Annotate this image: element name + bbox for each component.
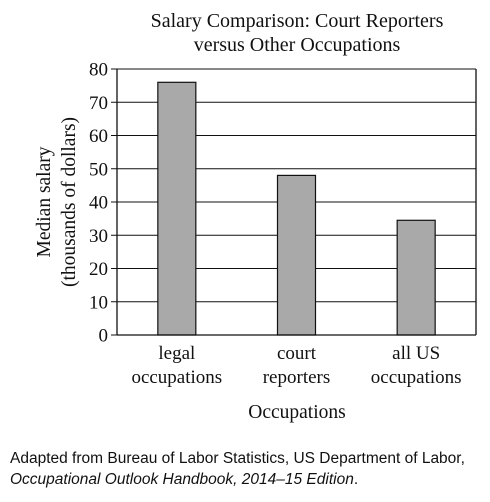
x-tick-label-2-2: occupations	[371, 367, 462, 388]
bar-0	[157, 81, 197, 336]
x-tick-label-1-2: reporters	[263, 367, 331, 388]
y-tick-label-50: 50	[89, 159, 108, 180]
source-note: Adapted from Bureau of Labor Statistics,…	[10, 448, 485, 490]
chart-title-line-1: Salary Comparison: Court Reporters	[151, 10, 444, 32]
y-axis-title-line-1: Median salary	[34, 146, 55, 257]
x-tick-label-0-2: occupations	[131, 367, 222, 388]
y-tick-label-0: 0	[99, 326, 109, 347]
bar-1	[276, 174, 317, 336]
x-tick-label-1-1: court	[277, 343, 317, 364]
source-publication: Occupational Outlook Handbook, 2014–15 E…	[10, 471, 354, 488]
x-tick-label-0-1: legal	[158, 343, 195, 364]
y-tick-label-40: 40	[89, 193, 108, 214]
source-line-1: Adapted from Bureau of Labor Statistics,…	[10, 450, 465, 467]
y-tick-label-60: 60	[89, 126, 108, 147]
y-tick-label-30: 30	[89, 226, 108, 247]
x-tick-label-2-1: all US	[392, 343, 440, 364]
chart-title-line-2: versus Other Occupations	[194, 34, 401, 56]
y-tick-label-20: 20	[89, 259, 108, 280]
x-axis-title: Occupations	[248, 402, 345, 423]
y-tick-label-10: 10	[89, 292, 108, 313]
source-line-2: Occupational Outlook Handbook, 2014–15 E…	[10, 469, 485, 490]
chart-canvas: Salary Comparison: Court Reportersversus…	[34, 10, 477, 423]
bar-chart: Salary Comparison: Court Reporters versus…	[34, 10, 477, 423]
source-line-2-end: .	[353, 471, 359, 488]
y-tick-label-70: 70	[89, 93, 108, 114]
bar-2	[396, 219, 436, 336]
y-axis-title-line-2: (thousands of dollars)	[59, 117, 80, 287]
y-tick-label-80: 80	[89, 60, 108, 81]
